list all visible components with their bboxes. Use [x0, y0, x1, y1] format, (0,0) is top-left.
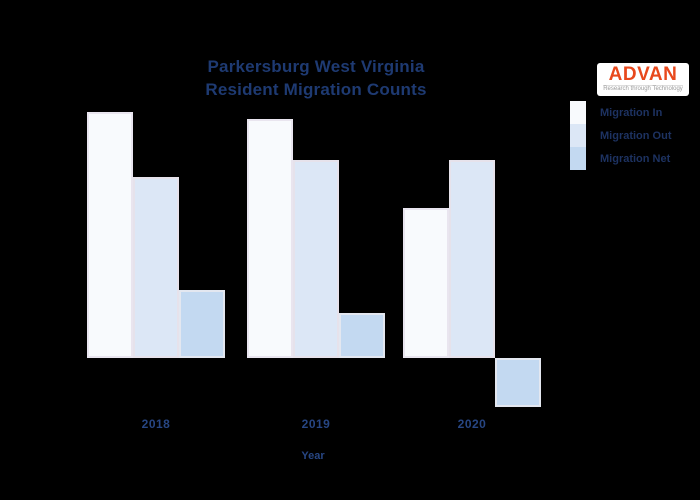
x-tick-2020: 2020	[457, 417, 487, 431]
legend-item-migration-net: Migration Net	[570, 147, 672, 170]
advan-logo: ADVAN Research through Technology	[597, 63, 689, 96]
chart-title-line2: Resident Migration Counts	[205, 80, 427, 99]
legend-label-migration-in: Migration In	[600, 106, 663, 119]
bar-migration-in-2020	[403, 208, 449, 358]
bar-migration-out-2020	[449, 160, 495, 358]
bar-migration-net-2018	[179, 290, 225, 358]
legend-swatch-migration-net	[570, 147, 586, 170]
legend: Migration In Migration Out Migration Net	[570, 101, 672, 170]
bar-migration-net-2019	[339, 313, 385, 358]
advan-logo-tagline: Research through Technology	[603, 85, 683, 92]
bar-migration-out-2019	[293, 160, 339, 358]
x-tick-2019: 2019	[301, 417, 331, 431]
x-tick-2018: 2018	[141, 417, 171, 431]
chart-title-line1: Parkersburg West Virginia	[207, 57, 425, 76]
legend-label-migration-net: Migration Net	[600, 152, 671, 165]
bar-migration-in-2018	[87, 112, 133, 358]
legend-item-migration-out: Migration Out	[570, 124, 672, 147]
bar-migration-net-2020	[495, 358, 541, 407]
bar-migration-out-2018	[133, 177, 179, 358]
legend-swatch-migration-out	[570, 124, 586, 147]
x-axis-title: Year	[301, 450, 325, 462]
bar-migration-in-2019	[247, 119, 293, 358]
legend-label-migration-out: Migration Out	[600, 129, 672, 142]
legend-item-migration-in: Migration In	[570, 101, 672, 124]
chart-title: Parkersburg West Virginia Resident Migra…	[91, 55, 541, 101]
advan-logo-text: ADVAN	[608, 64, 678, 85]
legend-swatch-migration-in	[570, 101, 586, 124]
